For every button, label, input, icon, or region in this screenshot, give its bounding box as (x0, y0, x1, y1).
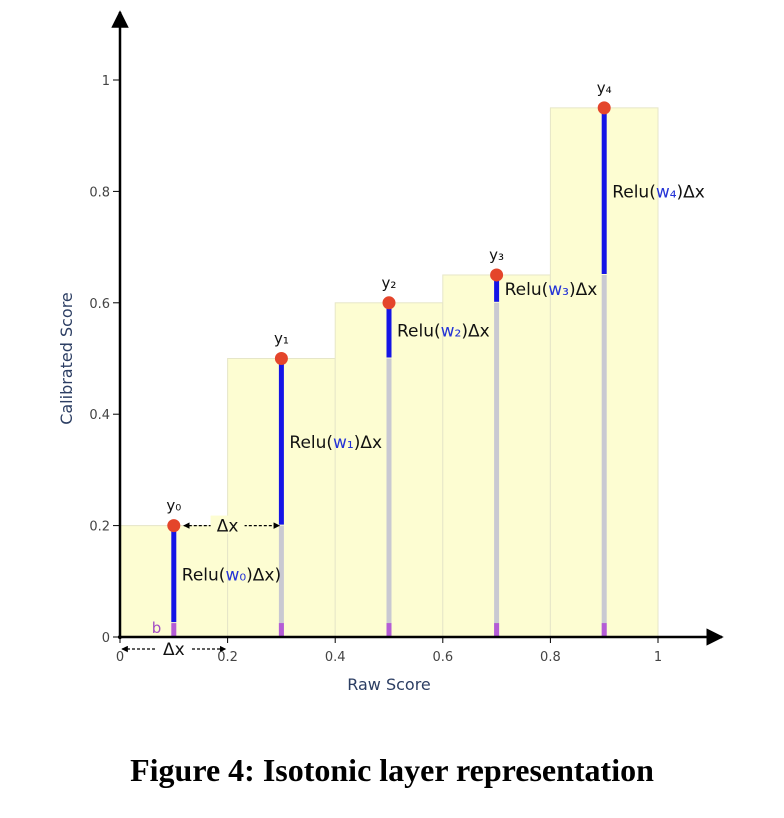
increment-annotation-2: Relu(w₂)Δx (397, 322, 490, 342)
labels-layer: 0 0.2 0.4 0.6 0.8 1 0 0.2 0.4 0.6 0.8 1 Raw Score Cal… (57, 74, 705, 694)
anno-weight: w₁ (333, 433, 354, 453)
x-tick-label-1: 0.2 (217, 650, 238, 665)
increment-annotation-1: Relu(w₁)Δx (289, 433, 382, 453)
anno-weight: w₂ (441, 322, 462, 342)
x-tick-label-0: 0 (116, 650, 124, 665)
x-axis-title: Raw Score (347, 675, 431, 694)
increment-annotation-0: Relu(w₀)Δx) (182, 565, 281, 585)
anno-prefix: Relu( (397, 322, 441, 342)
figure-caption: Figure 4: Isotonic layer representation (130, 752, 654, 788)
anno-prefix: Relu( (182, 565, 226, 585)
isotonic-chart: 0 0.2 0.4 0.6 0.8 1 0 0.2 0.4 0.6 0.8 1 Raw Score Cal… (57, 10, 724, 694)
stems-layer (171, 274, 607, 637)
x-tick-label-4: 0.8 (540, 650, 561, 665)
y-tick-label-0: 0 (102, 631, 110, 646)
anno-prefix: Relu( (505, 280, 549, 300)
y-tick-label-1: 0.2 (89, 520, 110, 535)
delta-label-top: Δx (217, 517, 239, 537)
axes-layer (111, 10, 724, 646)
anno-weight: w₃ (548, 280, 569, 300)
y-tick-label-5: 1 (102, 74, 110, 89)
x-tick-label-3: 0.6 (432, 650, 453, 665)
point-label-0: y₀ (166, 497, 181, 515)
y-tick-label-2: 0.4 (89, 408, 110, 423)
point-4 (597, 101, 611, 115)
y-axis-title: Calibrated Score (57, 292, 76, 425)
point-3 (490, 268, 504, 282)
anno-suffix: )Δx (354, 433, 382, 453)
point-0 (167, 519, 181, 533)
x-tick-label-2: 0.4 (325, 650, 346, 665)
anno-weight: w₄ (656, 182, 677, 202)
anno-weight: w₀ (225, 565, 246, 585)
point-label-3: y₃ (489, 246, 504, 264)
point-2 (382, 296, 396, 310)
increment-annotation-3: Relu(w₃)Δx (505, 280, 598, 300)
point-1 (274, 352, 288, 365)
point-label-4: y₄ (597, 79, 612, 97)
anno-suffix: )Δx (569, 280, 597, 300)
marks-layer (121, 101, 611, 657)
delta-label-bottom: Δx (163, 640, 185, 660)
point-label-2: y₂ (382, 274, 397, 292)
x-tick-label-5: 1 (654, 650, 662, 665)
bias-label: b (152, 619, 162, 637)
y-tick-label-3: 0.6 (89, 297, 110, 312)
delta-label-bg-top (210, 515, 245, 534)
anno-suffix: )Δx) (246, 565, 281, 585)
delta-label-bg-bottom (156, 640, 191, 657)
anno-suffix: )Δx (677, 182, 705, 202)
anno-prefix: Relu( (289, 433, 333, 453)
point-label-1: y₁ (274, 330, 289, 348)
y-tick-label-4: 0.8 (89, 185, 110, 200)
anno-prefix: Relu( (612, 182, 656, 202)
increment-annotation-4: Relu(w₄)Δx (612, 182, 705, 202)
anno-suffix: )Δx (461, 322, 489, 342)
